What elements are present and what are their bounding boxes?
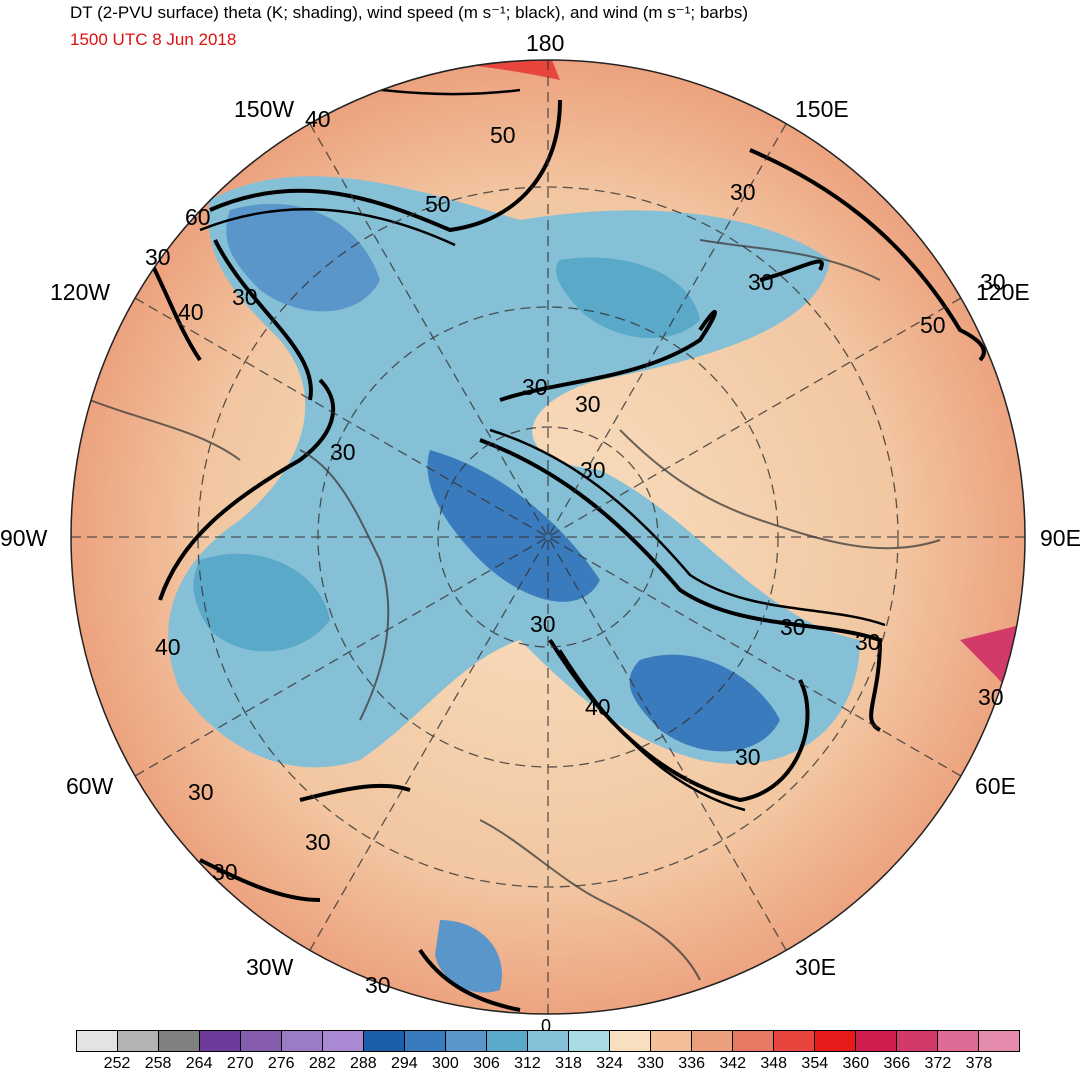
contour-label: 30 [580,457,606,483]
contour-labels: 40 50 50 60 30 40 30 30 30 30 30 30 30 3… [145,106,1006,998]
colorbar-swatch [200,1031,241,1051]
lon-label-150e: 150E [795,96,849,122]
colorbar-labels: 252 258 264 270 276 282 288 294 300 306 312 318 324 3… [76,1055,1020,1075]
contour-label: 30 [780,614,806,640]
valid-time: 1500 UTC 8 Jun 2018 [70,30,237,49]
contour-label: 30 [748,269,774,295]
contour-label: 30 [188,779,214,805]
colorbar-tick-label: 288 [349,1055,377,1072]
lon-label-90w: 90W [0,525,48,551]
colorbar-tick-label: 264 [185,1055,213,1072]
colorbar-tick-label: 348 [760,1055,788,1072]
contour-label: 50 [425,191,451,217]
colorbar-swatch [241,1031,282,1051]
lon-label-180: 180 [526,30,565,56]
colorbar-tick-label: 372 [924,1055,952,1072]
lon-label-60e: 60E [975,773,1016,799]
contour-label: 30 [145,244,171,270]
lon-label-120e: 120E [976,279,1030,305]
colorbar-swatch [692,1031,733,1051]
colorbar-swatch [979,1031,1019,1051]
colorbar-tick-label: 294 [390,1055,418,1072]
lon-label-90e: 90E [1040,525,1081,551]
colorbar-swatch [405,1031,446,1051]
colorbar-tick-label: 336 [678,1055,705,1072]
colorbar-swatch [282,1031,323,1051]
contour-label: 40 [178,299,204,325]
colorbar-tick-label: 360 [842,1055,870,1072]
colorbar-swatch [733,1031,774,1051]
contour-label: 30 [212,859,238,885]
colorbar-tick-label: 378 [965,1055,993,1072]
contour-label: 30 [730,179,756,205]
colorbar-swatch [118,1031,159,1051]
theta-shading [71,60,1025,1014]
contour-label: 30 [530,611,556,637]
map-title: DT (2-PVU surface) theta (K; shading), w… [70,3,749,22]
lon-label-60w: 60W [66,773,114,799]
lon-label-120w: 120W [50,279,111,305]
colorbar-swatch [159,1031,200,1051]
colorbar-swatch [77,1031,118,1051]
colorbar-tick-label: 276 [267,1055,295,1072]
contour-label: 50 [490,122,516,148]
colorbar-tick-label: 300 [432,1055,459,1072]
colorbar-swatch [897,1031,938,1051]
colorbar-swatch [528,1031,569,1051]
colorbar-tick-label: 252 [103,1055,131,1072]
lon-label-30e: 30E [795,954,836,980]
colorbar-tick-label: 330 [637,1055,664,1072]
contour-label: 30 [522,374,548,400]
colorbar-tick-label: 270 [226,1055,254,1072]
lon-label-150w: 150W [234,96,295,122]
globe-outline [70,59,1026,1015]
contour-label: 40 [585,694,611,720]
colorbar-swatch [610,1031,651,1051]
colorbar-tick-label: 258 [144,1055,172,1072]
lon-label-0: 0 [541,1016,552,1036]
contour-label: 50 [920,312,946,338]
colorbar-swatch [815,1031,856,1051]
colorbar-swatch [487,1031,528,1051]
colorbar-swatch [651,1031,692,1051]
contour-label: 30 [305,829,331,855]
contour-label: 30 [855,629,881,655]
contour-label: 30 [575,391,601,417]
contour-label: 30 [232,284,258,310]
colorbar-tick-label: 282 [308,1055,336,1072]
colorbar-swatch [569,1031,610,1051]
colorbar-swatch [364,1031,405,1051]
colorbar-swatch [323,1031,364,1051]
contour-label: 40 [155,634,181,660]
contour-label: 30 [365,972,391,998]
contour-label: 60 [185,204,211,230]
colorbar-tick-label: 312 [514,1055,541,1072]
colorbar-swatch [856,1031,897,1051]
colorbar-tick-label: 354 [801,1055,829,1072]
contour-label: 30 [980,269,1006,295]
contour-label: 30 [978,684,1004,710]
lon-label-30w: 30W [246,954,294,980]
colorbar-tick-label: 318 [555,1055,582,1072]
colorbar-swatch [938,1031,979,1051]
contour-label: 30 [735,744,761,770]
colorbar [76,1030,1020,1052]
contour-label: 40 [305,106,331,132]
colorbar-tick-label: 306 [473,1055,500,1072]
colorbar-tick-label: 366 [883,1055,911,1072]
colorbar-tick-label: 342 [719,1055,747,1072]
colorbar-tick-label: 324 [596,1055,623,1072]
colorbar-swatch [446,1031,487,1051]
contour-label: 30 [330,439,356,465]
colorbar-swatch [774,1031,815,1051]
